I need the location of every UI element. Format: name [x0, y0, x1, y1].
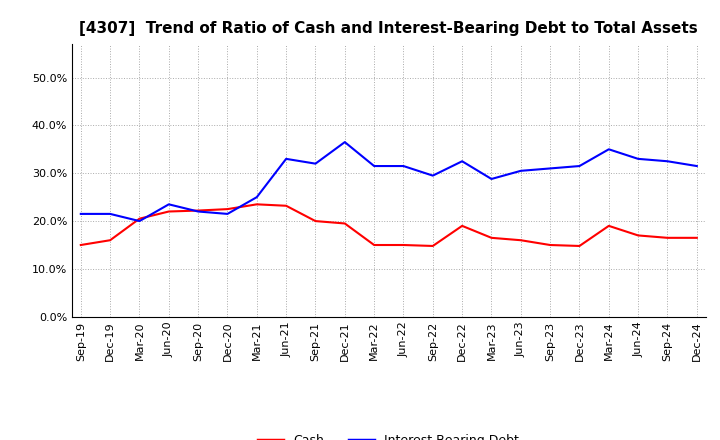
Legend: Cash, Interest-Bearing Debt: Cash, Interest-Bearing Debt [253, 429, 524, 440]
Title: [4307]  Trend of Ratio of Cash and Interest-Bearing Debt to Total Assets: [4307] Trend of Ratio of Cash and Intere… [79, 21, 698, 36]
